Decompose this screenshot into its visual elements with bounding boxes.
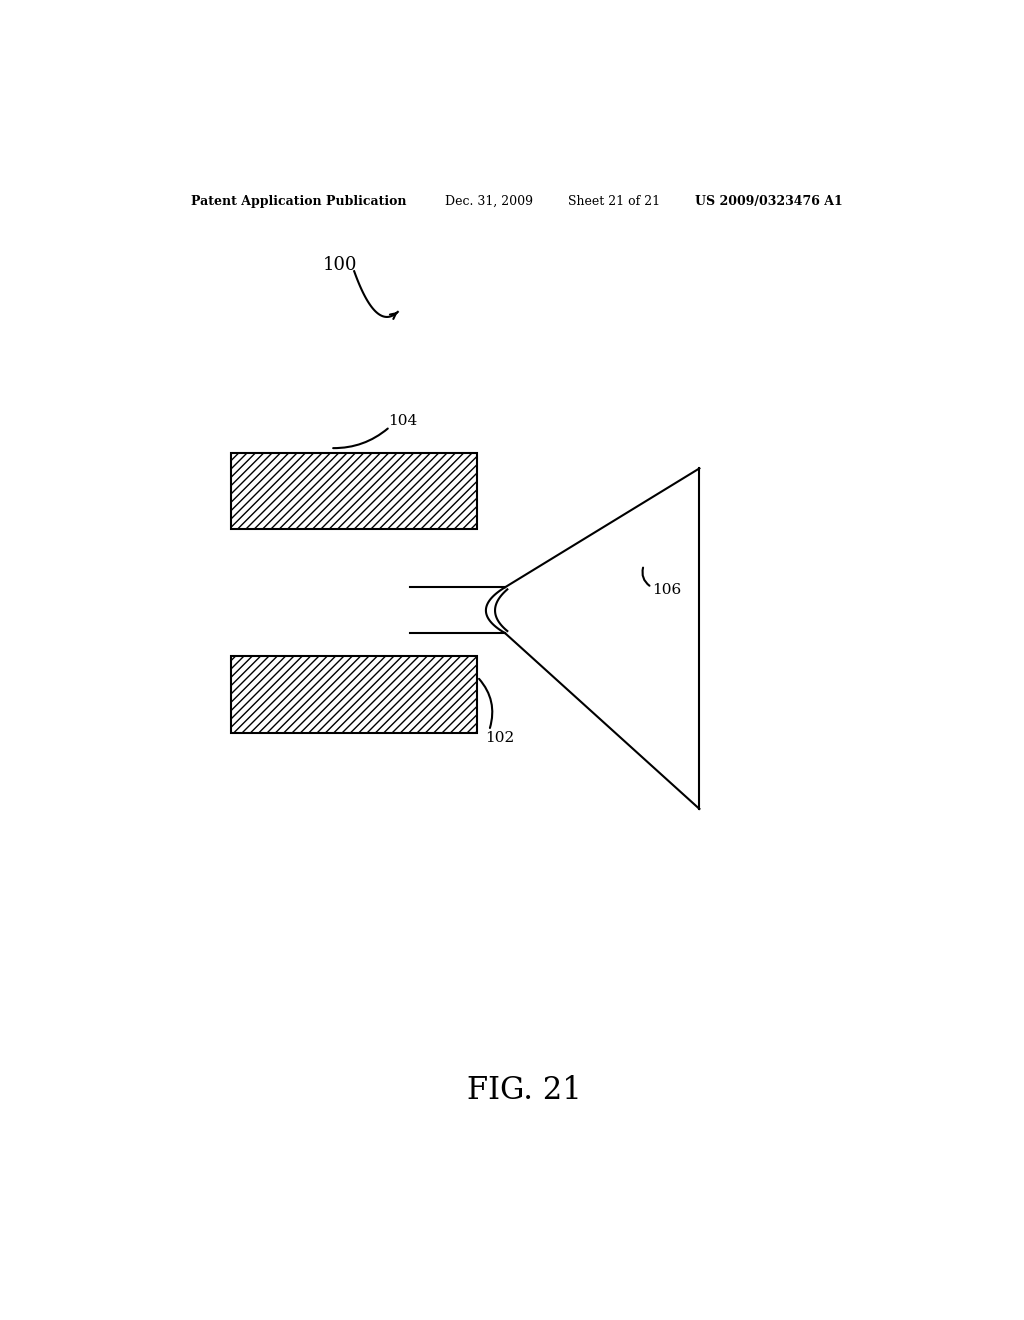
Text: FIG. 21: FIG. 21 (467, 1074, 583, 1106)
Text: 104: 104 (388, 413, 418, 428)
Bar (231, 453, 477, 529)
Text: 106: 106 (652, 583, 681, 598)
Bar (231, 656, 477, 733)
Text: Sheet 21 of 21: Sheet 21 of 21 (568, 194, 660, 207)
Text: Dec. 31, 2009: Dec. 31, 2009 (445, 194, 534, 207)
Text: Patent Application Publication: Patent Application Publication (191, 194, 407, 207)
Text: 100: 100 (323, 256, 357, 275)
Text: US 2009/0323476 A1: US 2009/0323476 A1 (695, 194, 843, 207)
Text: 102: 102 (485, 731, 514, 744)
